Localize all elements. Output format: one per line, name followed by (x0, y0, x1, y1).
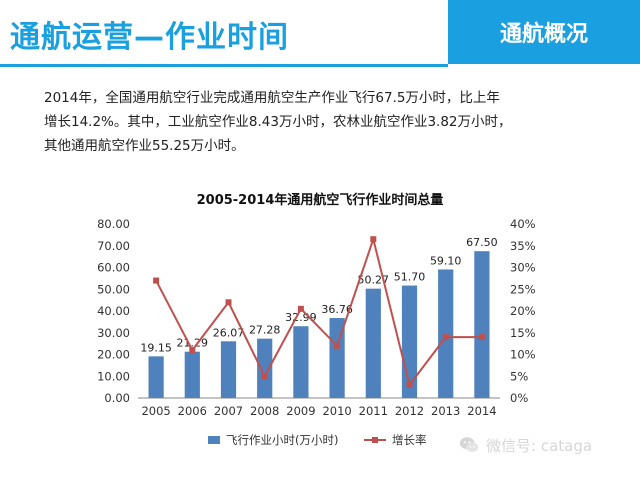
bar (220, 341, 237, 398)
growth-rate-point (442, 334, 449, 341)
growth-rate-point (261, 373, 268, 380)
legend-label-hours: 飞行作业小时(万小时) (226, 433, 338, 447)
bar (293, 326, 309, 398)
growth-rate-point (189, 347, 196, 354)
bar-data-label: 59.10 (430, 254, 462, 267)
y-left-tick-label: 70.00 (97, 239, 130, 253)
bar (438, 269, 454, 398)
y-right-tick-label: 35% (510, 239, 536, 253)
chart-container: 2005-2014年通用航空飞行作业时间总量 0.00 10.00 20.00 30.… (0, 180, 640, 480)
growth-rate-point (370, 236, 377, 243)
x-tick-label: 2011 (359, 404, 388, 418)
flight-hours-chart: 2005-2014年通用航空飞行作业时间总量 0.00 10.00 20.00 30.… (97, 192, 536, 447)
y-right-tick-label: 10% (510, 348, 536, 362)
x-tick-label: 2008 (250, 404, 279, 418)
growth-rate-point (406, 381, 413, 388)
y-right-tick-label: 20% (510, 304, 536, 318)
y-left-tick-label: 10.00 (97, 369, 130, 383)
header: 通航运营—作业时间 通航概况 (0, 0, 640, 67)
bar-data-label: 50.27 (358, 274, 390, 287)
wechat-icon (459, 437, 479, 453)
bar-data-label: 27.28 (249, 324, 281, 337)
y-left-tick-label: 80.00 (97, 217, 130, 231)
bar-data-label: 26.07 (213, 326, 245, 339)
y-right-tick-label: 30% (510, 261, 536, 275)
x-tick-label: 2009 (286, 404, 315, 418)
y-right-tick-label: 25% (510, 282, 536, 296)
y-left-tick-label: 20.00 (97, 348, 130, 362)
growth-rate-line (155, 235, 482, 388)
x-tick-label: 2012 (395, 404, 424, 418)
intro-paragraph: 2014年，全国通用航空行业完成通用航空生产作业飞行67.5万小时，比上年 增长… (44, 86, 604, 158)
section-badge: 通航概况 (448, 0, 640, 64)
bar-data-label: 32.99 (285, 311, 317, 324)
bar (184, 351, 200, 398)
chart-title: 2005-2014年通用航空飞行作业时间总量 (197, 192, 444, 208)
growth-rate-point (153, 277, 160, 284)
x-tick-label: 2014 (467, 404, 496, 418)
x-tick-label: 2013 (431, 404, 460, 418)
growth-rate-point (225, 299, 232, 306)
intro-line-2: 增长14.2%。其中，工业航空作业8.43万小时，农林业航空作业3.82万小时， (44, 114, 512, 130)
x-tick-label: 2006 (178, 404, 207, 418)
legend-label-growth: 增长率 (392, 433, 427, 447)
y-left-tick-label: 40.00 (97, 304, 130, 318)
legend-swatch-marker (372, 437, 378, 443)
bar (365, 288, 381, 398)
y-left-tick-label: 0.00 (104, 391, 130, 405)
bar (329, 318, 345, 398)
title-underline (0, 64, 448, 67)
y-left-tick-label: 50.00 (97, 282, 130, 296)
bar-data-label: 19.15 (140, 341, 172, 354)
bar (257, 338, 273, 398)
watermark-text: 微信号: cataga (486, 436, 593, 455)
page-title: 通航运营—作业时间 (10, 20, 289, 55)
bar (148, 356, 164, 398)
x-tick-label: 2007 (214, 404, 243, 418)
y-left-tick-label: 30.00 (97, 326, 130, 340)
bar-data-label: 67.50 (466, 236, 498, 249)
y-right-tick-label: 15% (510, 326, 536, 340)
y-right-tick-label: 0% (510, 391, 528, 405)
y-left-tick-label: 60.00 (97, 261, 130, 275)
bar (474, 251, 490, 398)
watermark: 微信号: cataga (458, 434, 592, 456)
y-right-tick-label: 5% (510, 369, 528, 383)
y-right-tick-label: 40% (510, 217, 536, 231)
bar-data-label: 36.76 (321, 303, 353, 316)
legend-swatch-bar (208, 436, 220, 444)
growth-rate-point (478, 334, 485, 341)
intro-line-3: 其他通用航空作业55.25万小时。 (44, 138, 245, 154)
x-tick-label: 2005 (141, 404, 170, 418)
intro-line-1: 2014年，全国通用航空行业完成通用航空生产作业飞行67.5万小时，比上年 (44, 90, 500, 106)
growth-rate-point (334, 342, 341, 349)
x-tick-label: 2010 (322, 404, 351, 418)
growth-rate-point (297, 305, 304, 312)
bar-data-label: 51.70 (394, 271, 426, 284)
